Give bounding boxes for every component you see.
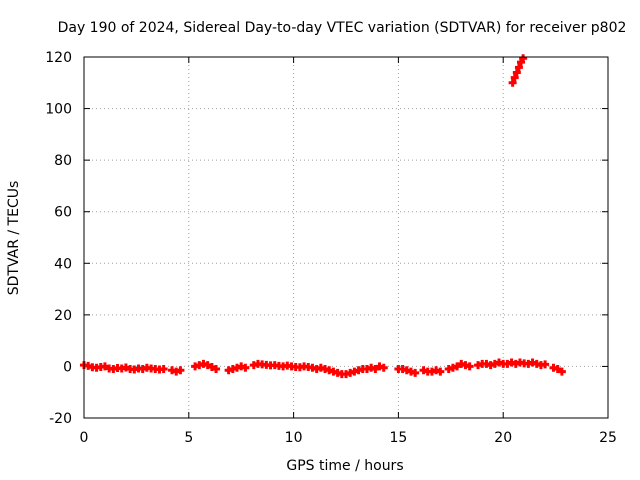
data-point	[159, 365, 168, 374]
y-axis-label: SDTVAR / TECUs	[6, 181, 22, 296]
x-tick-label: 20	[494, 430, 512, 446]
data-point	[557, 367, 566, 376]
data-point	[512, 68, 521, 77]
data-point	[203, 361, 212, 370]
data-point	[510, 73, 519, 82]
data-point	[379, 363, 388, 372]
x-tick-label: 10	[285, 430, 303, 446]
data-point	[212, 365, 221, 374]
x-tick-label: 25	[599, 430, 617, 446]
chart-title: Day 190 of 2024, Sidereal Day-to-day VTE…	[58, 20, 627, 36]
data-point	[241, 363, 250, 372]
data-point	[508, 78, 517, 87]
x-axis-label: GPS time / hours	[286, 458, 403, 474]
data-point	[100, 362, 109, 371]
data-point	[371, 365, 380, 374]
data-point	[514, 63, 523, 72]
x-tick-label: 15	[389, 430, 407, 446]
x-tick-label: 0	[80, 430, 89, 446]
y-tick-label: 100	[45, 102, 72, 118]
data-point	[553, 365, 562, 374]
y-tick-label: 80	[54, 153, 72, 169]
data-point	[121, 363, 130, 372]
data-point	[436, 367, 445, 376]
y-tick-label: 40	[54, 256, 72, 272]
data-point	[176, 366, 185, 375]
data-point	[207, 362, 216, 371]
y-tick-label: 20	[54, 308, 72, 324]
plot-frame	[83, 56, 609, 419]
axis-ticks: 0 5 10 15 20 25 -20 0 20 40 60 80 100 120	[45, 50, 617, 446]
data-point	[411, 368, 420, 377]
data-point	[453, 362, 462, 371]
y-tick-label: 120	[45, 50, 72, 66]
y-tick-label: 60	[54, 205, 72, 221]
data-point	[519, 54, 528, 63]
data-points	[80, 54, 566, 379]
y-tick-label: 0	[63, 359, 72, 375]
data-point	[541, 360, 550, 369]
data-point	[465, 362, 474, 371]
x-tick-label: 5	[184, 430, 193, 446]
y-tick-label: -20	[49, 411, 72, 427]
